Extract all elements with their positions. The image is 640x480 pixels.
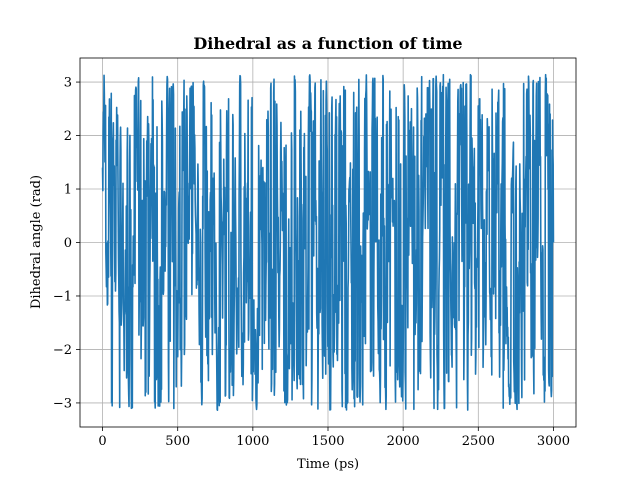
x-tick-label: 2500	[462, 434, 495, 449]
y-tick-label: 1	[64, 183, 72, 198]
y-tick-label: 0	[64, 236, 72, 251]
y-tick-label: 3	[64, 76, 72, 91]
y-axis: −3 −2 −1 0 1 2 3	[53, 76, 80, 411]
y-tick-label: −3	[53, 396, 72, 411]
x-tick-label: 1500	[311, 434, 344, 449]
dihedral-series-line	[101, 73, 555, 412]
x-tick-label: 2000	[387, 434, 420, 449]
x-axis: 0 500 1000 1500 2000 2500 3000	[98, 427, 570, 449]
y-tick-label: −1	[53, 289, 72, 304]
series-layer	[101, 73, 555, 412]
x-tick-label: 3000	[537, 434, 570, 449]
x-tick-label: 500	[165, 434, 190, 449]
x-tick-label: 1000	[236, 434, 269, 449]
x-tick-label: 0	[98, 434, 106, 449]
y-axis-label: Dihedral angle (rad)	[29, 175, 44, 309]
chart-title: Dihedral as a function of time	[193, 34, 462, 53]
x-axis-label: Time (ps)	[297, 457, 359, 472]
y-tick-label: −2	[53, 343, 72, 358]
y-tick-label: 2	[64, 129, 72, 144]
